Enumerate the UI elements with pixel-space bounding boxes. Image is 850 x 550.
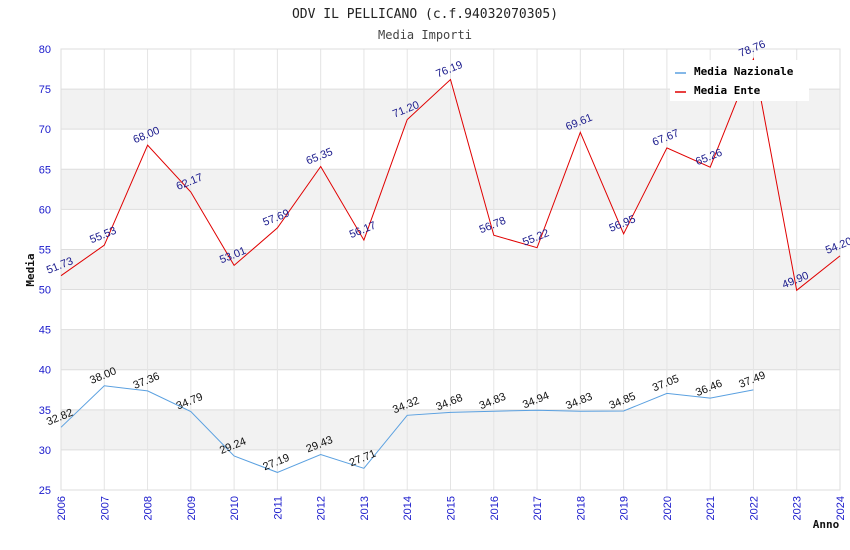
data-label: 34.85 <box>607 390 637 411</box>
x-tick-label: 2015 <box>446 496 458 520</box>
data-label: 65.35 <box>305 146 335 167</box>
data-label: 67.67 <box>651 127 681 148</box>
y-tick-label: 75 <box>39 84 51 96</box>
x-tick-label: 2006 <box>56 496 68 520</box>
legend: Media Nazionale Media Ente <box>670 60 809 101</box>
x-tick-label: 2016 <box>489 496 501 520</box>
x-tick-label: 2017 <box>532 496 544 520</box>
y-tick-labels: 25 30 35 40 45 50 55 60 65 70 75 80 <box>39 44 51 497</box>
x-tick-label: 2007 <box>99 496 111 520</box>
chart-subtitle: Media Importi <box>378 28 472 42</box>
y-tick-label: 35 <box>39 405 51 417</box>
legend-background <box>670 60 809 101</box>
data-label: 34.79 <box>175 391 205 412</box>
x-tick-label: 2023 <box>792 496 804 520</box>
data-label: 57.69 <box>261 207 291 228</box>
x-axis-label: Anno <box>813 518 840 531</box>
x-tick-label: 2012 <box>316 496 328 520</box>
x-tick-label: 2021 <box>705 496 717 520</box>
grid-lines <box>60 48 841 491</box>
y-tick-label: 65 <box>39 164 51 176</box>
chart-title: ODV IL PELLICANO (c.f.94032070305) <box>292 7 558 22</box>
data-label: 55.53 <box>88 225 118 246</box>
y-tick-label: 55 <box>39 244 51 256</box>
x-tick-label: 2011 <box>272 496 284 520</box>
data-label: 27.71 <box>348 448 378 469</box>
data-label: 78.76 <box>737 38 767 59</box>
legend-label-nazionale: Media Nazionale <box>694 65 794 78</box>
data-label: 34.83 <box>478 391 508 412</box>
y-tick-label: 30 <box>39 445 51 457</box>
series-lines <box>60 57 841 473</box>
y-tick-label: 40 <box>39 365 51 377</box>
x-tick-label: 2018 <box>575 496 587 520</box>
x-tick-label: 2024 <box>835 496 847 520</box>
y-tick-label: 70 <box>39 124 51 136</box>
plot-frame <box>60 48 841 491</box>
x-tick-label: 2020 <box>662 496 674 520</box>
data-label: 37.05 <box>651 373 681 394</box>
y-tick-label: 80 <box>39 44 51 56</box>
y-tick-label: 25 <box>39 485 51 497</box>
x-tick-label: 2010 <box>229 496 241 520</box>
data-label: 34.83 <box>564 391 594 412</box>
data-label: 76.19 <box>434 59 464 80</box>
x-tick-label: 2022 <box>748 496 760 520</box>
data-label: 37.36 <box>131 370 161 391</box>
legend-label-ente: Media Ente <box>694 84 761 97</box>
data-label: 34.94 <box>521 390 551 411</box>
series-line-nazionale <box>60 385 754 473</box>
data-label: 37.49 <box>737 369 767 390</box>
x-tick-label: 2013 <box>359 496 371 520</box>
x-tick-labels: 2006 2007 2008 2009 2010 2011 2012 2013 2014 2015… <box>56 496 847 520</box>
y-tick-label: 60 <box>39 204 51 216</box>
data-label: 55.22 <box>521 227 551 248</box>
x-tick-label: 2008 <box>143 496 155 520</box>
y-tick-label: 45 <box>39 325 51 337</box>
x-tick-label: 2019 <box>619 496 631 520</box>
x-tick-label: 2014 <box>402 496 414 520</box>
data-label: 65.26 <box>694 147 724 168</box>
series-line-ente <box>60 57 841 292</box>
y-axis-label: Media <box>24 253 37 286</box>
x-tick-label: 2009 <box>186 496 198 520</box>
y-tick-label: 50 <box>39 285 51 297</box>
data-label: 27.19 <box>261 452 291 473</box>
